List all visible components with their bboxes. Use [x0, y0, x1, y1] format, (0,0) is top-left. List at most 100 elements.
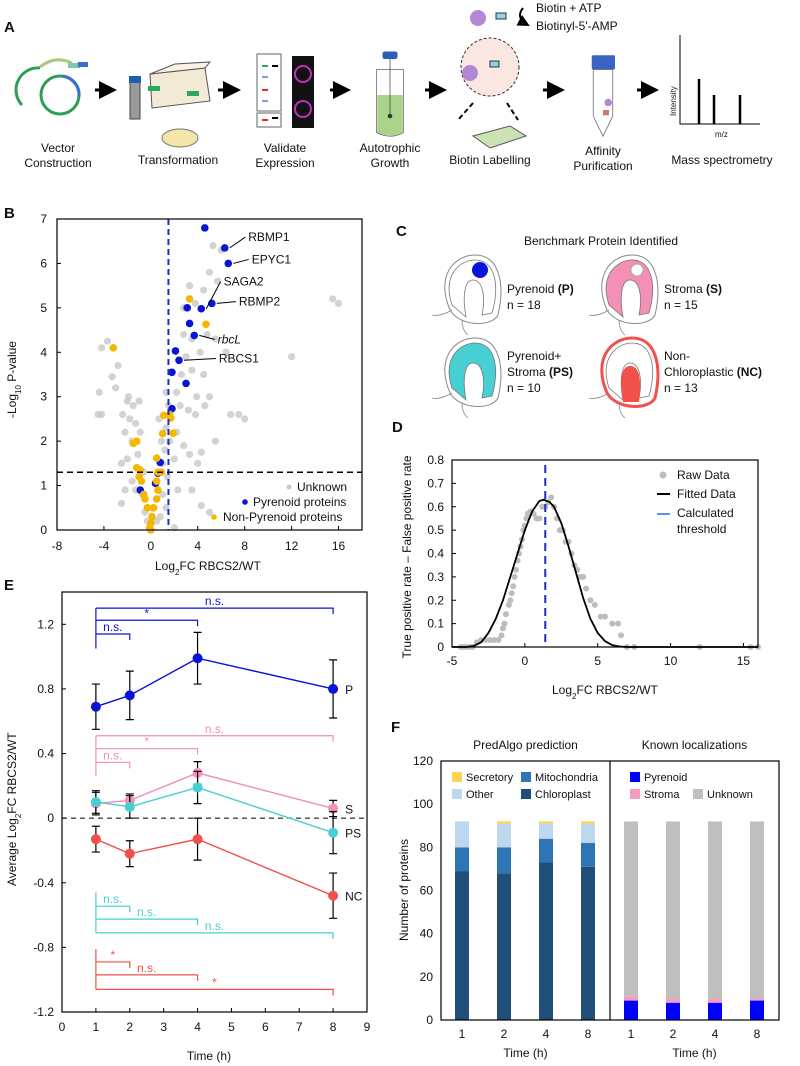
step-label-line1: Mass spectrometry	[671, 153, 772, 167]
data-point-unknown	[185, 450, 194, 459]
protein-annotation: rbcL	[218, 332, 241, 346]
x-tick-label: 10	[664, 654, 678, 668]
bar-segment-other	[581, 823, 595, 844]
y-tick-label: 80	[420, 840, 434, 854]
data-point-non-pyrenoid-proteins	[149, 503, 157, 512]
y-tick-label: 100	[413, 797, 433, 811]
bar-segment-stroma	[708, 998, 722, 1003]
benchmark-title: Benchmark Protein Identified	[524, 234, 678, 248]
data-point-unknown	[108, 373, 116, 381]
category-abbr: (PS)	[549, 365, 573, 379]
significance-bracket	[95, 748, 199, 755]
annotation-leader	[216, 301, 236, 304]
data-point-unknown	[184, 406, 192, 414]
chloroplast-shape	[448, 259, 496, 319]
raw-data-point	[587, 597, 594, 604]
localization-bar-chart: 0 20 40 60 80 100 120 1 2 4 8 PredAlgo prediction Ti…	[397, 738, 780, 1060]
data-point-pyrenoid-proteins	[185, 319, 194, 328]
legend-label-threshold: Calculated	[677, 506, 734, 520]
x-axis-title-subscript: 2	[175, 568, 180, 577]
x-tick-label: 8	[754, 1027, 761, 1041]
significance-bracket	[95, 961, 131, 968]
legend-label: Chloroplast	[535, 789, 591, 801]
legend-label: Mitochondria	[535, 772, 599, 784]
x-tick-label: 1	[628, 1027, 635, 1041]
data-point-pyrenoid-proteins	[220, 244, 229, 252]
y-axis-title-rest: FC RBCS2/WT	[5, 732, 19, 814]
ms-xlabel: m/z	[715, 130, 728, 139]
x-axis-title-main: Log	[552, 683, 572, 697]
data-point-unknown	[131, 419, 140, 427]
x-tick-label: 2	[670, 1027, 677, 1041]
bar-segment-pyrenoid	[624, 1000, 638, 1020]
panel-label-a: A	[4, 19, 15, 36]
raw-data-point	[498, 632, 505, 639]
flagella-shape	[588, 392, 626, 419]
raw-data-point	[597, 613, 604, 620]
y-tick-label: 120	[413, 754, 433, 768]
data-point-unknown	[121, 486, 129, 494]
data-point-non-pyrenoid-proteins	[148, 512, 156, 521]
series-label: NC	[345, 890, 363, 904]
y-tick-label: 2	[40, 434, 47, 448]
x-tick-label: 4	[712, 1027, 719, 1041]
bar-segment-mitochondria	[539, 838, 553, 863]
data-point-unknown	[182, 353, 190, 361]
significance-bracket	[95, 988, 334, 996]
annotation-leader	[183, 358, 216, 361]
x-tick-label: -4	[99, 539, 110, 553]
category-name: Pyrenoid (P)	[507, 282, 574, 296]
category-name-text: Stroma	[664, 282, 706, 296]
x-tick-label: 2	[126, 1020, 133, 1034]
data-point-unknown	[95, 388, 103, 396]
raw-data-point	[500, 625, 506, 632]
bar-segment-mitochondria	[581, 843, 595, 867]
y-axis-title-main: Average Log	[5, 818, 19, 886]
data-point-unknown	[288, 353, 296, 361]
affinity-tube-icon	[591, 55, 615, 138]
raw-data-point	[583, 585, 590, 592]
x-tick-label: 9	[364, 1020, 371, 1034]
data-point-unknown	[166, 437, 174, 445]
data-point-unknown	[136, 428, 144, 436]
step-label-line1: Affinity	[585, 144, 621, 158]
y-tick-label: 0.8	[427, 453, 444, 467]
legend-swatch	[521, 772, 531, 782]
legend-swatch	[693, 789, 703, 799]
y-tick-label: 20	[420, 970, 434, 984]
data-point-unknown	[211, 437, 219, 445]
data-point-NC	[124, 848, 135, 859]
data-point-P	[192, 653, 203, 664]
y-tick-label: 0.3	[427, 570, 444, 584]
category-name-line2: Stroma (PS)	[507, 365, 573, 379]
data-point-NC	[192, 834, 203, 845]
significance-bracket	[95, 974, 199, 981]
gel-and-microscopy-icon	[256, 53, 314, 128]
data-point-unknown	[112, 384, 120, 392]
bar-segment-unknown	[708, 821, 722, 999]
data-point-P	[328, 683, 339, 694]
data-point-unknown	[117, 459, 126, 467]
x-tick-label: 7	[296, 1020, 303, 1034]
y-tick-label: 0.6	[427, 500, 444, 514]
significance-label: n.s.	[103, 620, 122, 634]
data-point-PS	[124, 801, 135, 812]
chloroplast-shape	[448, 342, 496, 402]
category-count: n = 18	[507, 298, 541, 312]
legend-marker	[286, 484, 292, 490]
data-point-unknown	[121, 428, 129, 436]
raw-data-point	[548, 494, 555, 501]
bar-segment-chloroplast	[539, 862, 553, 1020]
cell-diagram-2	[431, 337, 502, 419]
y-tick-label: -0.8	[33, 940, 54, 954]
y-tick-label: 0.4	[427, 547, 444, 561]
x-tick-label: 2	[501, 1027, 508, 1041]
y-tick-label: 0.5	[427, 523, 444, 537]
y-tick-label: 4	[40, 345, 47, 359]
legend-label: Other	[466, 789, 494, 801]
data-point-unknown	[174, 486, 182, 494]
data-point-unknown	[334, 299, 343, 308]
y-tick-label: 0.4	[37, 747, 54, 761]
data-point-unknown	[117, 499, 126, 507]
